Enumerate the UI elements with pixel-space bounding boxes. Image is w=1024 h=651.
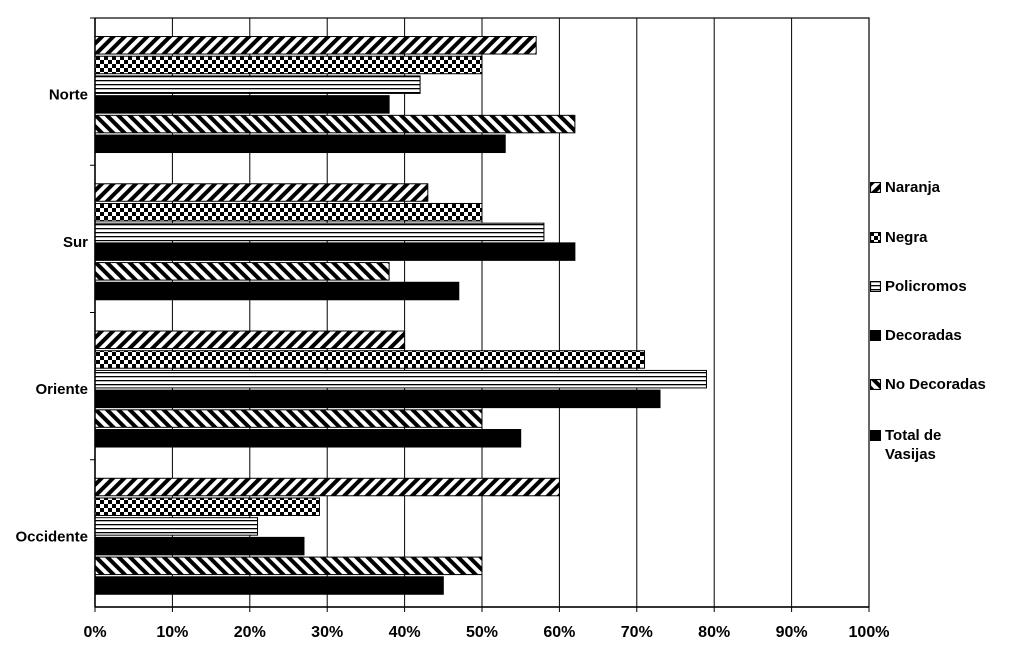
x-tick-label: 60% xyxy=(543,624,575,641)
bar xyxy=(94,281,460,301)
legend-label: No Decoradas xyxy=(885,376,986,393)
bar xyxy=(94,556,483,576)
legend-swatch xyxy=(870,430,881,441)
bar xyxy=(94,242,576,261)
legend-swatch xyxy=(870,281,881,292)
legend-swatch-rect xyxy=(870,182,881,193)
bar xyxy=(94,183,429,202)
x-tick-label: 30% xyxy=(311,624,343,641)
legend-item: Policromos xyxy=(870,277,1005,296)
bar xyxy=(94,262,390,281)
bar xyxy=(94,222,545,242)
bar xyxy=(94,536,305,556)
legend-label: Policromos xyxy=(885,278,967,295)
legend-swatch xyxy=(870,330,881,341)
legend-swatch-rect xyxy=(870,330,881,341)
legend-swatch-rect xyxy=(870,281,881,292)
legend-swatch xyxy=(870,232,881,243)
x-tick-label: 20% xyxy=(234,624,266,641)
legend-label: Naranja xyxy=(885,179,941,196)
legend-item: No Decoradas xyxy=(870,375,1005,394)
y-tick-label: Oriente xyxy=(35,381,88,398)
x-tick-label: 50% xyxy=(466,624,498,641)
x-tick-label: 100% xyxy=(849,624,890,641)
legend-swatch xyxy=(870,182,881,193)
legend-label: Decoradas xyxy=(885,327,962,344)
bar xyxy=(94,95,390,114)
x-tick-label: 40% xyxy=(389,624,421,641)
legend-swatch-rect xyxy=(870,379,881,390)
bar xyxy=(94,350,646,369)
x-tick-label: 90% xyxy=(776,624,808,641)
bar xyxy=(94,497,320,516)
x-tick-label: 0% xyxy=(83,624,106,641)
bar xyxy=(94,517,259,536)
bar xyxy=(94,114,576,134)
bar xyxy=(94,409,483,428)
x-tick-label: 80% xyxy=(698,624,730,641)
y-tick-label: Occidente xyxy=(15,528,88,545)
bar xyxy=(94,75,421,94)
y-tick-label: Sur xyxy=(63,234,88,251)
legend-swatch xyxy=(870,379,881,390)
bar xyxy=(94,36,537,55)
bar xyxy=(94,389,661,409)
bar xyxy=(94,576,444,595)
bar xyxy=(94,55,483,75)
legend-swatch-rect xyxy=(870,232,881,243)
legend-label: Total de Vasijas xyxy=(885,427,942,463)
bar xyxy=(94,134,506,154)
bar xyxy=(94,330,406,350)
bar xyxy=(94,369,707,389)
legend-item: Naranja xyxy=(870,178,1005,197)
legend-item: Total de Vasijas xyxy=(870,426,960,464)
bar xyxy=(94,477,560,497)
bar xyxy=(94,202,483,222)
bar xyxy=(94,429,522,448)
y-tick-label: Norte xyxy=(49,87,88,104)
legend-swatch-rect xyxy=(870,430,881,441)
legend-item: Decoradas xyxy=(870,326,1005,345)
legend-label: Negra xyxy=(885,229,928,246)
x-tick-label: 10% xyxy=(156,624,188,641)
x-tick-label: 70% xyxy=(621,624,653,641)
legend-item: Negra xyxy=(870,228,1005,247)
